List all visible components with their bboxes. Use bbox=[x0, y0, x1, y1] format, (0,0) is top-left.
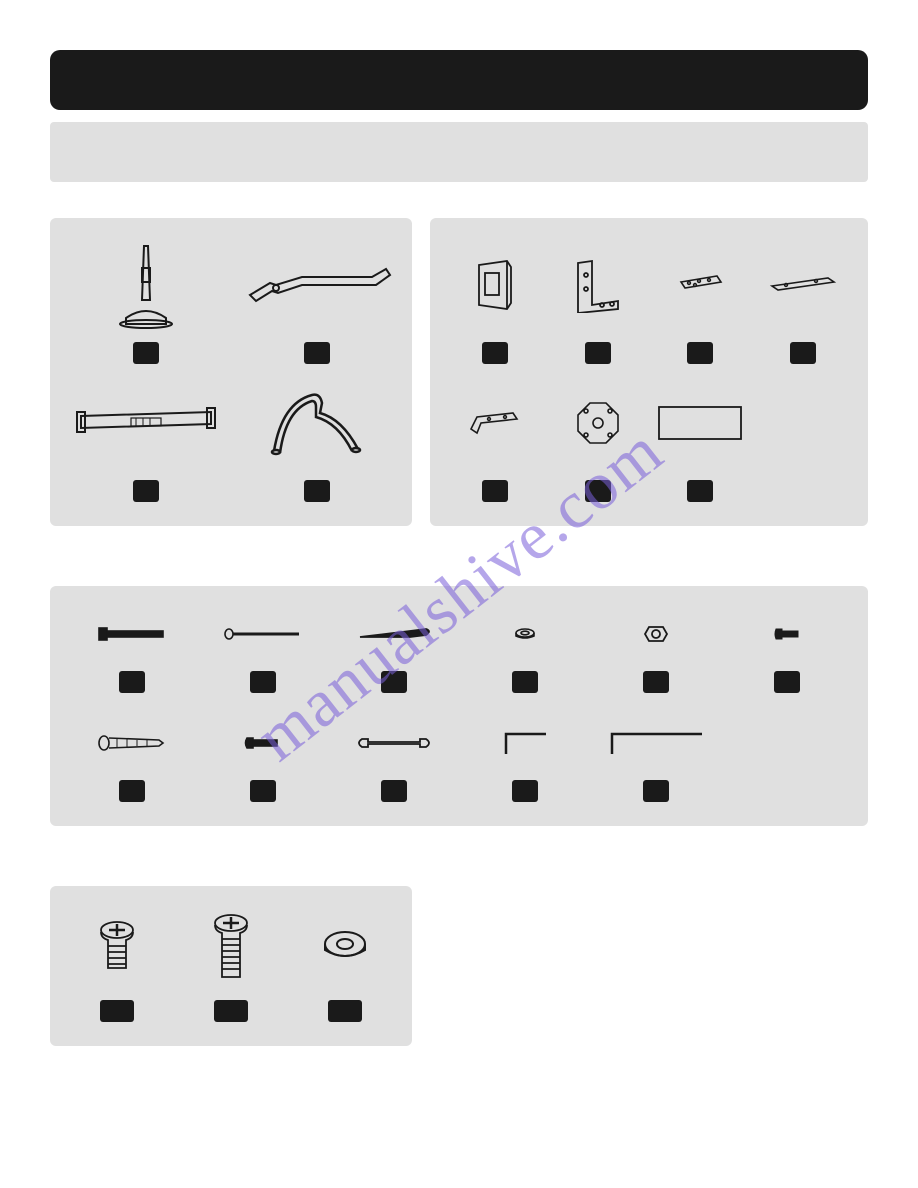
part-label bbox=[119, 671, 145, 693]
part-cell bbox=[450, 236, 541, 364]
part-cell bbox=[332, 713, 455, 802]
part-label bbox=[790, 342, 816, 364]
part-label bbox=[774, 671, 800, 693]
page-subtitle-bar bbox=[50, 122, 868, 182]
part-cell bbox=[70, 904, 164, 1022]
part-label bbox=[643, 671, 669, 693]
part-cell bbox=[201, 604, 324, 693]
part-cell-empty bbox=[725, 713, 848, 802]
wrench-icon bbox=[332, 713, 455, 772]
phillips-screw-long-icon bbox=[184, 904, 278, 992]
part-label bbox=[381, 671, 407, 693]
part-label bbox=[381, 780, 407, 802]
crossbar-icon bbox=[70, 374, 221, 472]
short-bolt-icon bbox=[725, 604, 848, 663]
part-cell-empty bbox=[758, 374, 849, 502]
phillips-screw-short-icon bbox=[70, 904, 164, 992]
rectangle-icon bbox=[655, 374, 746, 472]
vesa-plate-icon bbox=[553, 374, 644, 472]
part-cell bbox=[201, 713, 324, 802]
hex-nut-icon bbox=[594, 604, 717, 663]
part-label bbox=[250, 780, 276, 802]
part-cell bbox=[70, 374, 221, 502]
part-cell bbox=[241, 374, 392, 502]
monitor-stand-icon bbox=[70, 236, 221, 334]
small-screw-icon bbox=[201, 713, 324, 772]
part-cell bbox=[655, 374, 746, 502]
monitor-arm-icon bbox=[241, 236, 392, 334]
part-label bbox=[512, 780, 538, 802]
part-label bbox=[133, 342, 159, 364]
part-label bbox=[585, 342, 611, 364]
part-cell bbox=[463, 713, 586, 802]
part-cell bbox=[594, 713, 717, 802]
part-cell bbox=[70, 604, 193, 693]
part-label bbox=[304, 480, 330, 502]
part-cell bbox=[463, 604, 586, 693]
angled-plate-icon bbox=[450, 374, 541, 472]
part-cell bbox=[725, 604, 848, 693]
part-label bbox=[304, 342, 330, 364]
part-cell bbox=[70, 713, 193, 802]
part-label bbox=[119, 780, 145, 802]
parts-grid-main bbox=[70, 236, 392, 502]
lever-icon bbox=[332, 604, 455, 663]
bracket-plate-icon bbox=[450, 236, 541, 334]
part-label bbox=[482, 342, 508, 364]
allen-key-large-icon bbox=[594, 713, 717, 772]
page-title-bar bbox=[50, 50, 868, 110]
part-cell bbox=[758, 236, 849, 364]
wall-plug-icon bbox=[70, 713, 193, 772]
top-panels-row bbox=[50, 218, 868, 526]
hardware-panel bbox=[50, 586, 868, 826]
part-label bbox=[482, 480, 508, 502]
part-label bbox=[512, 671, 538, 693]
part-label bbox=[328, 1000, 362, 1022]
screws-panel bbox=[50, 886, 412, 1046]
parts-panel-brackets bbox=[430, 218, 868, 526]
bent-tube-icon bbox=[241, 374, 392, 472]
part-label bbox=[643, 780, 669, 802]
part-label bbox=[585, 480, 611, 502]
flat-plate-icon bbox=[758, 236, 849, 334]
hardware-grid bbox=[70, 604, 848, 802]
part-label bbox=[687, 342, 713, 364]
washer-small-icon bbox=[463, 604, 586, 663]
l-bracket-icon bbox=[553, 236, 644, 334]
part-cell bbox=[332, 604, 455, 693]
part-label bbox=[214, 1000, 248, 1022]
parts-panel-main bbox=[50, 218, 412, 526]
part-label bbox=[100, 1000, 134, 1022]
washer-large-icon bbox=[298, 904, 392, 992]
part-label bbox=[687, 480, 713, 502]
part-cell bbox=[450, 374, 541, 502]
parts-grid-brackets bbox=[450, 236, 848, 502]
part-cell bbox=[184, 904, 278, 1022]
part-cell bbox=[241, 236, 392, 364]
screws-grid bbox=[70, 904, 392, 1022]
allen-key-small-icon bbox=[463, 713, 586, 772]
part-cell bbox=[594, 604, 717, 693]
part-cell bbox=[655, 236, 746, 364]
part-cell bbox=[553, 236, 644, 364]
part-cell bbox=[298, 904, 392, 1022]
part-cell bbox=[70, 236, 221, 364]
small-plate-icon bbox=[655, 236, 746, 334]
hex-bolt-icon bbox=[70, 604, 193, 663]
part-label bbox=[133, 480, 159, 502]
long-screw-icon bbox=[201, 604, 324, 663]
part-cell bbox=[553, 374, 644, 502]
part-label bbox=[250, 671, 276, 693]
